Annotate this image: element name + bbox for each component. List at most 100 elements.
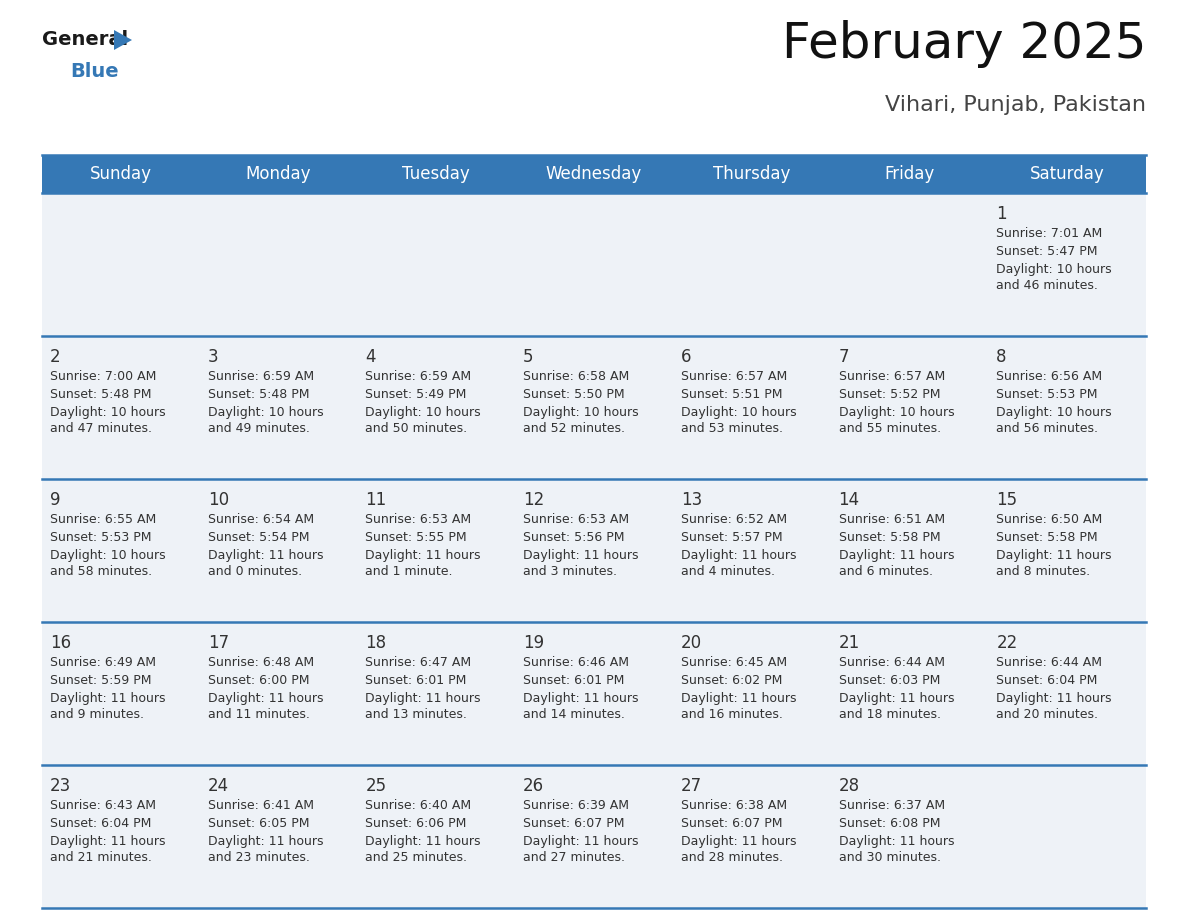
Bar [516,336,672,479]
Text: and 27 minutes.: and 27 minutes. [523,851,625,864]
Text: Sunset: 5:54 PM: Sunset: 5:54 PM [208,531,309,544]
Text: Sunset: 5:48 PM: Sunset: 5:48 PM [50,388,152,401]
Bar [358,479,516,622]
Text: Daylight: 11 hours: Daylight: 11 hours [523,692,639,705]
Text: and 52 minutes.: and 52 minutes. [523,422,625,435]
Text: Sunset: 6:01 PM: Sunset: 6:01 PM [523,674,625,687]
Text: 11: 11 [366,491,386,509]
Text: Sunrise: 6:48 AM: Sunrise: 6:48 AM [208,656,314,669]
Text: Daylight: 11 hours: Daylight: 11 hours [366,692,481,705]
Text: Sunset: 5:57 PM: Sunset: 5:57 PM [681,531,783,544]
Bar [988,622,1146,765]
Bar [516,479,672,622]
Text: Daylight: 11 hours: Daylight: 11 hours [839,549,954,562]
Bar [672,479,830,622]
Text: Vihari, Punjab, Pakistan: Vihari, Punjab, Pakistan [885,95,1146,115]
Text: Sunrise: 6:41 AM: Sunrise: 6:41 AM [208,799,314,812]
Text: Sunrise: 6:52 AM: Sunrise: 6:52 AM [681,513,786,526]
Text: Sunset: 6:06 PM: Sunset: 6:06 PM [366,817,467,830]
Text: 27: 27 [681,777,702,795]
Text: Daylight: 11 hours: Daylight: 11 hours [681,835,796,848]
Text: Sunrise: 6:49 AM: Sunrise: 6:49 AM [50,656,156,669]
Text: Blue: Blue [70,62,119,81]
Text: Sunset: 6:05 PM: Sunset: 6:05 PM [208,817,309,830]
Bar [42,765,200,908]
Text: 28: 28 [839,777,860,795]
Bar [672,622,830,765]
Text: Sunrise: 7:01 AM: Sunrise: 7:01 AM [997,227,1102,240]
Text: Sunset: 5:58 PM: Sunset: 5:58 PM [997,531,1098,544]
Text: Daylight: 11 hours: Daylight: 11 hours [681,692,796,705]
Bar [42,193,200,336]
Bar [200,765,358,908]
Text: 13: 13 [681,491,702,509]
Text: and 0 minutes.: and 0 minutes. [208,565,302,578]
Bar [672,155,830,193]
Text: Sunset: 6:08 PM: Sunset: 6:08 PM [839,817,940,830]
Text: and 50 minutes.: and 50 minutes. [366,422,468,435]
Text: Daylight: 11 hours: Daylight: 11 hours [681,549,796,562]
Text: Sunset: 6:04 PM: Sunset: 6:04 PM [50,817,151,830]
Text: Friday: Friday [884,165,935,183]
Text: Sunrise: 6:44 AM: Sunrise: 6:44 AM [839,656,944,669]
Bar [672,765,830,908]
Text: 15: 15 [997,491,1017,509]
Text: Tuesday: Tuesday [403,165,470,183]
Bar [200,479,358,622]
Text: 9: 9 [50,491,61,509]
Text: and 30 minutes.: and 30 minutes. [839,851,941,864]
Text: Wednesday: Wednesday [545,165,643,183]
Bar [830,765,988,908]
Text: Daylight: 11 hours: Daylight: 11 hours [208,692,323,705]
Text: Sunset: 5:52 PM: Sunset: 5:52 PM [839,388,940,401]
Text: Sunrise: 6:50 AM: Sunrise: 6:50 AM [997,513,1102,526]
Text: Daylight: 10 hours: Daylight: 10 hours [50,406,165,419]
Bar [830,479,988,622]
Text: 16: 16 [50,634,71,652]
Bar [672,336,830,479]
Text: and 13 minutes.: and 13 minutes. [366,708,467,721]
Text: 25: 25 [366,777,386,795]
Text: 19: 19 [523,634,544,652]
Bar [830,622,988,765]
Text: Daylight: 11 hours: Daylight: 11 hours [523,549,639,562]
Text: Sunrise: 6:37 AM: Sunrise: 6:37 AM [839,799,944,812]
Bar [830,193,988,336]
Text: Daylight: 11 hours: Daylight: 11 hours [208,549,323,562]
Bar [42,479,200,622]
Text: Sunrise: 6:38 AM: Sunrise: 6:38 AM [681,799,786,812]
Text: Daylight: 10 hours: Daylight: 10 hours [208,406,323,419]
Text: 26: 26 [523,777,544,795]
Bar [200,193,358,336]
Text: 7: 7 [839,348,849,366]
Text: Sunset: 5:53 PM: Sunset: 5:53 PM [50,531,152,544]
Text: Sunrise: 6:56 AM: Sunrise: 6:56 AM [997,370,1102,383]
Bar [358,193,516,336]
Text: Sunrise: 6:58 AM: Sunrise: 6:58 AM [523,370,630,383]
Text: Sunset: 6:03 PM: Sunset: 6:03 PM [839,674,940,687]
Text: Daylight: 10 hours: Daylight: 10 hours [50,549,165,562]
Text: Sunrise: 6:54 AM: Sunrise: 6:54 AM [208,513,314,526]
Text: Daylight: 11 hours: Daylight: 11 hours [839,835,954,848]
Text: Sunset: 5:55 PM: Sunset: 5:55 PM [366,531,467,544]
Text: 17: 17 [208,634,229,652]
Text: Sunset: 5:49 PM: Sunset: 5:49 PM [366,388,467,401]
Text: and 14 minutes.: and 14 minutes. [523,708,625,721]
Text: and 11 minutes.: and 11 minutes. [208,708,310,721]
Text: and 56 minutes.: and 56 minutes. [997,422,1098,435]
Text: Sunrise: 6:59 AM: Sunrise: 6:59 AM [208,370,314,383]
Bar [988,765,1146,908]
Bar [200,622,358,765]
Text: and 28 minutes.: and 28 minutes. [681,851,783,864]
Text: Sunrise: 6:55 AM: Sunrise: 6:55 AM [50,513,157,526]
Text: Sunrise: 6:57 AM: Sunrise: 6:57 AM [681,370,788,383]
Text: and 23 minutes.: and 23 minutes. [208,851,310,864]
Text: and 49 minutes.: and 49 minutes. [208,422,310,435]
Text: and 58 minutes.: and 58 minutes. [50,565,152,578]
Bar [358,155,516,193]
Bar [988,193,1146,336]
Text: and 25 minutes.: and 25 minutes. [366,851,467,864]
Text: Sunrise: 6:45 AM: Sunrise: 6:45 AM [681,656,786,669]
Text: and 3 minutes.: and 3 minutes. [523,565,617,578]
Text: and 8 minutes.: and 8 minutes. [997,565,1091,578]
